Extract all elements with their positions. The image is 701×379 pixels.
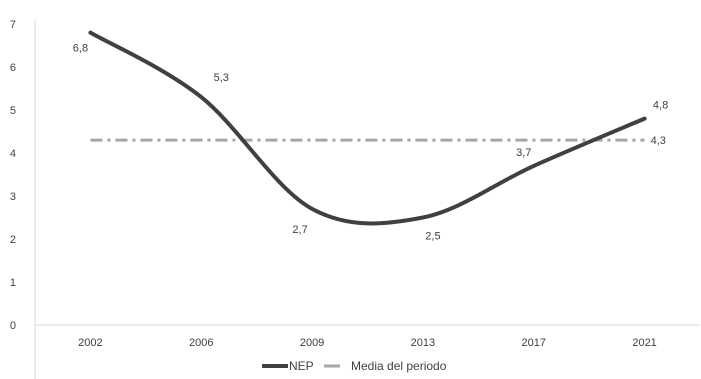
- series-line-nep: [88, 30, 647, 226]
- y-tick-label: 7: [10, 19, 16, 31]
- y-tick-label: 1: [10, 277, 16, 289]
- y-tick-label: 6: [10, 62, 16, 74]
- legend-label-media: Media del periodo: [351, 359, 447, 373]
- data-label-nep: 2,5: [425, 231, 440, 243]
- data-label-nep: 4,8: [653, 100, 668, 112]
- x-tick-label: 2006: [189, 337, 213, 349]
- x-tick-label: 2009: [300, 337, 324, 349]
- legend: NEP Media del periodo: [262, 359, 447, 373]
- data-label-nep: 6,8: [73, 43, 88, 55]
- x-tick-label: 2017: [522, 337, 546, 349]
- series-layer: [88, 30, 647, 226]
- y-tick-label: 0: [10, 320, 16, 332]
- y-tick-label: 2: [10, 234, 16, 246]
- data-label-media: 4,3: [651, 135, 666, 147]
- y-tick-label: 3: [10, 191, 16, 203]
- data-labels: 4,3 6,8 5,3 2,7 2,5 3,7 4,8: [73, 43, 668, 243]
- data-label-nep: 3,7: [516, 147, 531, 159]
- x-tick-label: 2002: [78, 337, 102, 349]
- data-label-nep: 2,7: [292, 224, 307, 236]
- data-label-nep: 5,3: [214, 72, 229, 84]
- y-tick-label: 4: [10, 148, 16, 160]
- x-tick-label: 2013: [411, 337, 435, 349]
- x-tick-label: 2021: [632, 337, 656, 349]
- y-axis: 0 1 2 3 4 5 6 7: [10, 19, 36, 379]
- y-tick-label: 5: [10, 105, 16, 117]
- legend-label-nep: NEP: [289, 359, 314, 373]
- x-axis: 2002 2006 2009 2013 2017 2021: [35, 324, 700, 349]
